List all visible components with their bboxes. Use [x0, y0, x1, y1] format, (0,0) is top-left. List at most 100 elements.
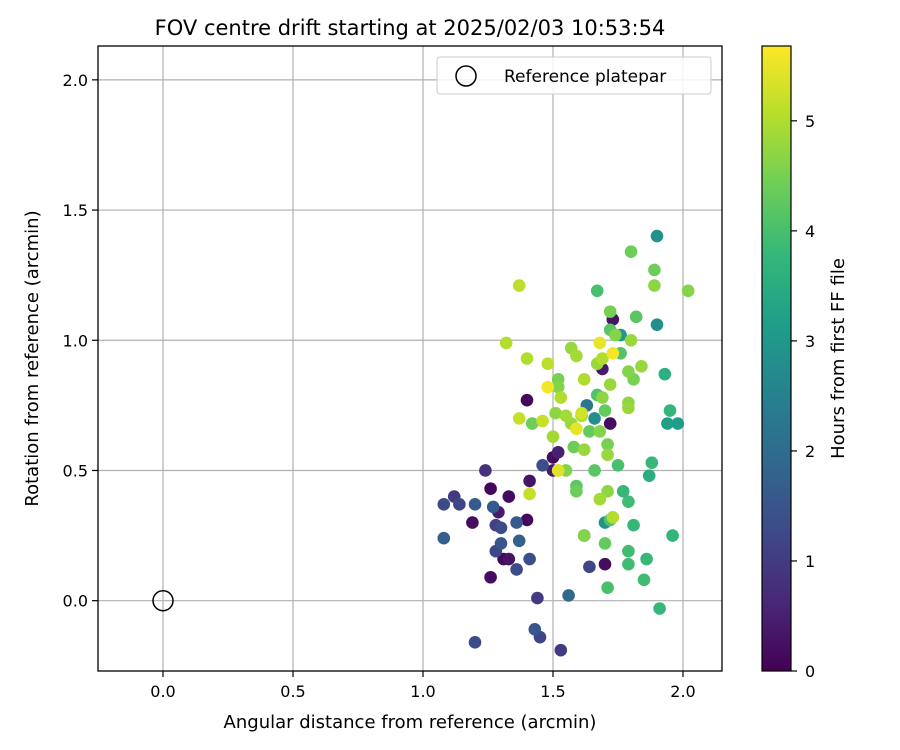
data-point: [562, 589, 575, 602]
data-point: [520, 393, 534, 407]
x-axis-label: Angular distance from reference (arcmin): [224, 712, 597, 733]
legend-box: [436, 56, 712, 95]
data-point: [551, 445, 565, 459]
data-point: [671, 417, 685, 430]
data-point: [549, 406, 562, 420]
data-point: [502, 552, 516, 566]
data-point: [658, 367, 672, 381]
data-point: [622, 401, 635, 415]
data-point: [606, 511, 620, 524]
data-point: [567, 440, 581, 454]
data-point: [635, 360, 648, 373]
data-point: [622, 495, 635, 509]
data-point: [570, 485, 583, 498]
data-point: [650, 318, 664, 331]
data-point: [570, 422, 583, 436]
data-point: [510, 516, 523, 529]
data-point: [531, 591, 544, 605]
colorbar-label: Hours from first FF file: [828, 258, 849, 459]
data-point: [486, 500, 500, 514]
x-tick-label: 0.0: [150, 682, 175, 701]
reference-layer: [152, 589, 174, 612]
data-point: [611, 458, 625, 472]
data-point: [510, 563, 523, 576]
data-point: [601, 448, 614, 462]
data-point: [502, 490, 516, 503]
data-point: [577, 529, 591, 542]
legend-label: Reference platepar: [504, 67, 666, 87]
data-point: [622, 557, 635, 571]
x-tick-label: 1.0: [410, 682, 435, 701]
colorbar-tick-label: 0: [805, 662, 815, 681]
data-point: [609, 328, 622, 342]
data-point: [512, 279, 526, 292]
data-point: [484, 482, 497, 496]
colorbar-tick-label: 2: [805, 442, 815, 461]
data-point: [468, 636, 482, 649]
plot-frame: [97, 45, 723, 672]
data-point: [603, 378, 617, 391]
data-point: [648, 263, 661, 277]
data-point: [546, 430, 560, 443]
colorbar-gradient: [761, 45, 792, 672]
data-point: [512, 534, 526, 548]
data-point: [637, 573, 651, 587]
data-point: [536, 458, 549, 472]
data-point: [577, 443, 591, 456]
data-point: [583, 425, 596, 438]
data-point: [606, 346, 620, 360]
colorbar-tick-label: 3: [805, 332, 815, 351]
data-point: [541, 380, 555, 394]
data-point: [663, 404, 677, 417]
data-point: [551, 464, 565, 477]
data-point: [520, 513, 534, 527]
data-point: [570, 349, 583, 363]
data-point: [479, 464, 492, 477]
data-point: [627, 518, 640, 532]
data-point: [484, 570, 497, 584]
data-point: [666, 529, 679, 542]
data-point: [598, 404, 612, 417]
data-point: [642, 469, 656, 482]
x-tick-label: 0.5: [280, 682, 305, 701]
data-point: [437, 498, 451, 511]
colorbar-ticks: 0 1 2 3 4 5: [791, 112, 815, 681]
data-point: [575, 406, 588, 420]
data-point: [603, 305, 617, 318]
reference-platepar-marker: [152, 589, 174, 612]
data-point: [536, 414, 549, 428]
x-axis-ticks: 0.0 0.5 1.0 1.5 2.0: [150, 671, 696, 701]
data-point: [523, 487, 536, 501]
data-point: [601, 438, 614, 451]
data-point: [650, 229, 664, 243]
data-point: [622, 365, 635, 378]
data-point: [629, 310, 643, 324]
data-point: [588, 412, 601, 425]
data-point: [603, 417, 617, 430]
data-point: [681, 284, 695, 298]
data-point: [559, 409, 573, 423]
data-point: [622, 544, 635, 558]
data-point: [661, 417, 674, 430]
data-point: [596, 391, 609, 404]
y-tick-label: 2.0: [63, 71, 88, 90]
y-tick-label: 0.0: [63, 592, 88, 611]
x-tick-label: 2.0: [670, 682, 695, 701]
data-point: [541, 357, 555, 371]
data-point: [512, 412, 526, 425]
data-point: [494, 537, 508, 550]
data-points: [437, 229, 695, 657]
data-point: [523, 552, 536, 566]
data-point: [598, 557, 612, 571]
data-point: [648, 279, 661, 292]
y-axis-ticks: 0.0 0.5 1.0 1.5 2.0: [63, 71, 98, 611]
data-point: [554, 391, 568, 404]
data-point: [551, 380, 565, 394]
data-point: [466, 516, 479, 529]
data-point: [499, 336, 513, 350]
data-point: [601, 581, 614, 594]
data-point: [554, 643, 568, 657]
data-point: [494, 521, 508, 535]
data-point: [640, 552, 653, 566]
